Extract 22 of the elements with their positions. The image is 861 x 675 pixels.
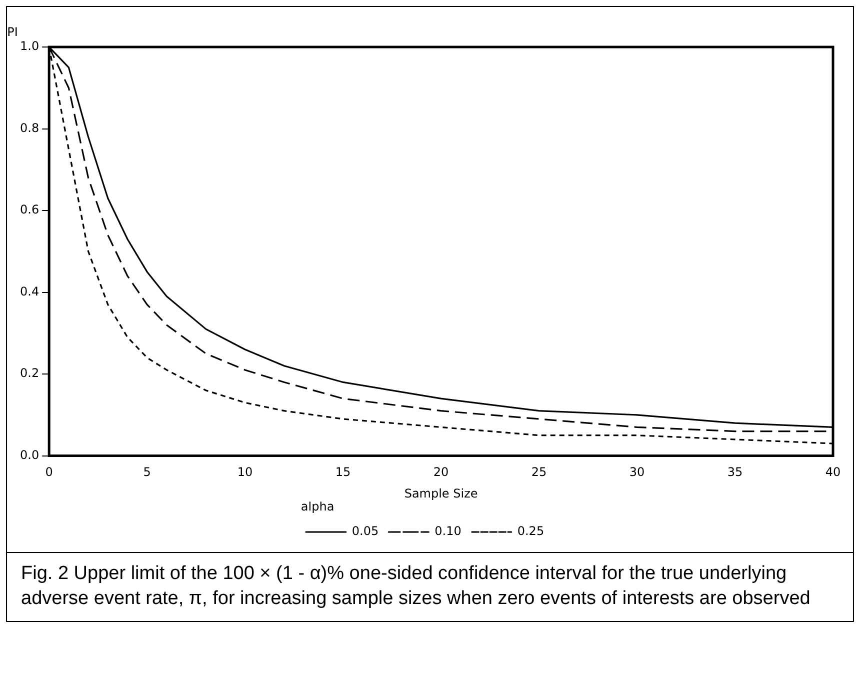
x-tick-label: 10	[237, 465, 253, 480]
x-tick-label: 35	[727, 465, 743, 480]
x-tick-label: 5	[143, 465, 151, 480]
x-tick-label: 30	[629, 465, 645, 480]
x-tick-label: 25	[531, 465, 547, 480]
y-tick-label: 0.4	[20, 284, 40, 298]
legend-label: 0.05	[352, 524, 379, 538]
x-tick-label: 15	[335, 465, 351, 480]
y-tick-label: 0.0	[20, 448, 40, 462]
y-axis-title: PI	[7, 25, 18, 40]
y-tick-label: 0.6	[20, 202, 40, 217]
x-tick-label: 40	[825, 465, 841, 480]
legend-label: 0.10	[434, 524, 462, 538]
legend-title: alpha	[300, 500, 334, 514]
y-tick-label: 1.0	[20, 39, 40, 54]
caption: Fig. 2 Upper limit of the 100 × (1 - α)% one-sided confidence interval for the true underlying adverse event rate, π, for increasing sample sizes when zero events of interests are observed	[21, 562, 812, 611]
y-tick-label: 0.2	[20, 366, 40, 380]
legend-label: 0.25	[517, 524, 544, 538]
x-axis-title: Sample Size	[404, 486, 478, 501]
x-tick-label: 0	[45, 465, 53, 480]
y-tick-label: 0.8	[20, 120, 40, 135]
x-tick-label: 20	[433, 465, 449, 480]
